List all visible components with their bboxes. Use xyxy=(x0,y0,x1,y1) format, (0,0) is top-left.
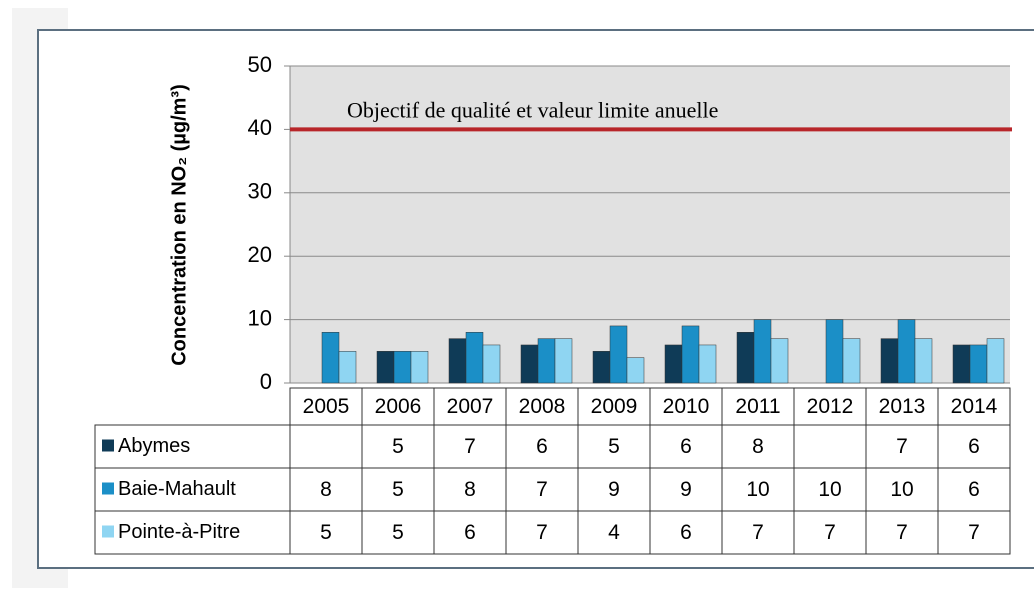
table-value: 7 xyxy=(464,435,476,458)
x-tick-label: 2006 xyxy=(375,395,422,418)
legend-swatch xyxy=(102,439,114,452)
table-value: 10 xyxy=(890,478,913,501)
bar xyxy=(969,344,988,384)
table-value: 5 xyxy=(392,478,404,501)
bar xyxy=(537,338,556,384)
table-value: 7 xyxy=(968,521,980,544)
table-value: 7 xyxy=(896,521,908,544)
bar xyxy=(520,344,539,384)
table-value: 5 xyxy=(392,521,404,544)
table-value: 6 xyxy=(968,478,980,501)
bar xyxy=(448,338,467,384)
table-value: 7 xyxy=(536,478,548,501)
y-tick-label: 50 xyxy=(248,52,272,77)
table-value: 5 xyxy=(392,435,404,458)
bar xyxy=(698,344,717,384)
x-tick-label: 2009 xyxy=(591,395,638,418)
legend-swatch xyxy=(102,525,114,538)
x-tick-label: 2013 xyxy=(879,395,926,418)
y-tick-label: 40 xyxy=(248,115,272,140)
bar xyxy=(986,338,1005,384)
table-value: 5 xyxy=(320,521,332,544)
bar xyxy=(897,319,916,384)
table-value: 6 xyxy=(464,521,476,544)
y-tick-label: 10 xyxy=(248,305,272,330)
x-tick-label: 2012 xyxy=(807,395,854,418)
bar xyxy=(410,351,429,384)
plot-area xyxy=(290,66,1010,383)
bar xyxy=(681,325,700,384)
bar xyxy=(842,338,861,384)
legend-swatch xyxy=(102,482,114,495)
table-value: 8 xyxy=(320,478,332,501)
bar xyxy=(626,357,645,384)
y-tick-label: 20 xyxy=(248,242,272,267)
y-tick-label: 30 xyxy=(248,179,272,204)
legend-label: Baie-Mahault xyxy=(118,478,236,500)
x-tick-label: 2005 xyxy=(303,395,350,418)
table-value: 8 xyxy=(752,435,764,458)
table-value: 10 xyxy=(746,478,769,501)
table-value: 10 xyxy=(818,478,841,501)
table-value: 7 xyxy=(896,435,908,458)
table-body xyxy=(94,424,1011,555)
x-tick-label: 2011 xyxy=(735,395,780,418)
table-value: 6 xyxy=(968,435,980,458)
table-value: 6 xyxy=(536,435,548,458)
table-value: 6 xyxy=(680,435,692,458)
bar xyxy=(554,338,573,384)
bar xyxy=(465,332,484,384)
legend-label: Pointe-à-Pitre xyxy=(118,521,240,543)
bar xyxy=(753,319,772,384)
x-tick-label: 2014 xyxy=(951,395,998,418)
x-tick-label: 2007 xyxy=(447,395,494,418)
bar xyxy=(952,344,971,384)
bar xyxy=(914,338,933,384)
bar xyxy=(592,351,611,384)
bar xyxy=(393,351,412,384)
bar xyxy=(736,332,755,384)
y-axis-label: Concentration en NO₂ (µg/m³) xyxy=(168,84,190,366)
bar xyxy=(825,319,844,384)
bar xyxy=(664,344,683,384)
bar xyxy=(376,351,395,384)
table-value: 7 xyxy=(536,521,548,544)
x-tick-label: 2010 xyxy=(663,395,710,418)
table-value: 8 xyxy=(464,478,476,501)
table-value: 9 xyxy=(680,478,692,501)
bar xyxy=(321,332,340,384)
reference-label: Objectif de qualité et valeur limite anu… xyxy=(347,97,718,122)
bar xyxy=(609,325,628,384)
table-value: 9 xyxy=(608,478,620,501)
table-value: 4 xyxy=(608,521,620,544)
table-value: 5 xyxy=(608,435,620,458)
x-tick-label: 2008 xyxy=(519,395,566,418)
table-value: 6 xyxy=(680,521,692,544)
y-tick-label: 0 xyxy=(260,369,272,394)
bar xyxy=(482,344,501,384)
bar xyxy=(338,351,357,384)
bar xyxy=(880,338,899,384)
table-value: 7 xyxy=(824,521,836,544)
table-value: 7 xyxy=(752,521,764,544)
legend-label: Abymes xyxy=(118,435,190,457)
bar xyxy=(770,338,789,384)
